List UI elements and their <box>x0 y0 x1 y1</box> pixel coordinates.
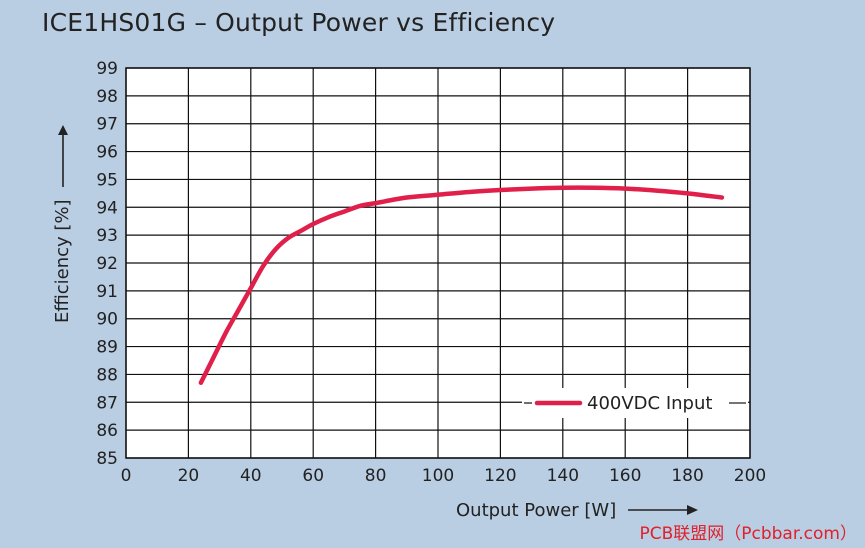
x-tick-label: 180 <box>671 466 703 486</box>
y-tick-label: 86 <box>96 421 118 441</box>
y-tick-label: 89 <box>96 338 118 358</box>
x-tick-labels: 0 20 40 60 80 100 120 140 160 180 200 <box>121 466 767 486</box>
x-tick-label: 120 <box>484 466 516 486</box>
x-tick-label: 60 <box>302 466 324 486</box>
x-tick-label: 0 <box>121 466 132 486</box>
watermark: PCB联盟网（Pcbbar.com） <box>639 524 857 544</box>
y-tick-label: 95 <box>96 170 118 190</box>
y-tick-label: 97 <box>96 115 118 135</box>
x-axis-label: Output Power [W] <box>456 500 616 521</box>
x-tick-label: 20 <box>178 466 200 486</box>
y-tick-label: 96 <box>96 143 118 163</box>
y-axis-label: Efficiency [%] <box>52 199 73 323</box>
x-tick-label: 160 <box>609 466 641 486</box>
y-tick-label: 90 <box>96 310 118 330</box>
x-axis-arrow-icon <box>687 505 698 515</box>
y-axis-label-group: Efficiency [%] <box>52 125 73 323</box>
y-tick-labels: 85 86 87 88 89 90 91 92 93 94 95 96 97 98 99 <box>96 59 118 469</box>
x-tick-label: 200 <box>734 466 766 486</box>
x-tick-label: 40 <box>240 466 262 486</box>
y-tick-label: 99 <box>96 59 118 79</box>
x-tick-label: 140 <box>547 466 579 486</box>
y-tick-label: 87 <box>96 393 118 413</box>
y-tick-label: 94 <box>96 198 118 218</box>
chart-title: ICE1HS01G – Output Power vs Efficiency <box>42 8 556 37</box>
y-tick-label: 92 <box>96 254 118 274</box>
x-tick-label: 80 <box>365 466 387 486</box>
y-tick-label: 93 <box>96 226 118 246</box>
legend: 400VDC Input <box>522 388 748 418</box>
y-tick-label: 91 <box>96 282 118 302</box>
legend-label: 400VDC Input <box>587 393 712 414</box>
series-line-400vdc <box>198 185 725 386</box>
y-tick-label: 98 <box>96 87 118 107</box>
y-tick-label: 88 <box>96 365 118 385</box>
y-axis-arrow-icon <box>58 125 68 135</box>
x-tick-label: 100 <box>422 466 454 486</box>
y-tick-label: 85 <box>96 449 118 469</box>
plot-frame <box>125 67 751 459</box>
